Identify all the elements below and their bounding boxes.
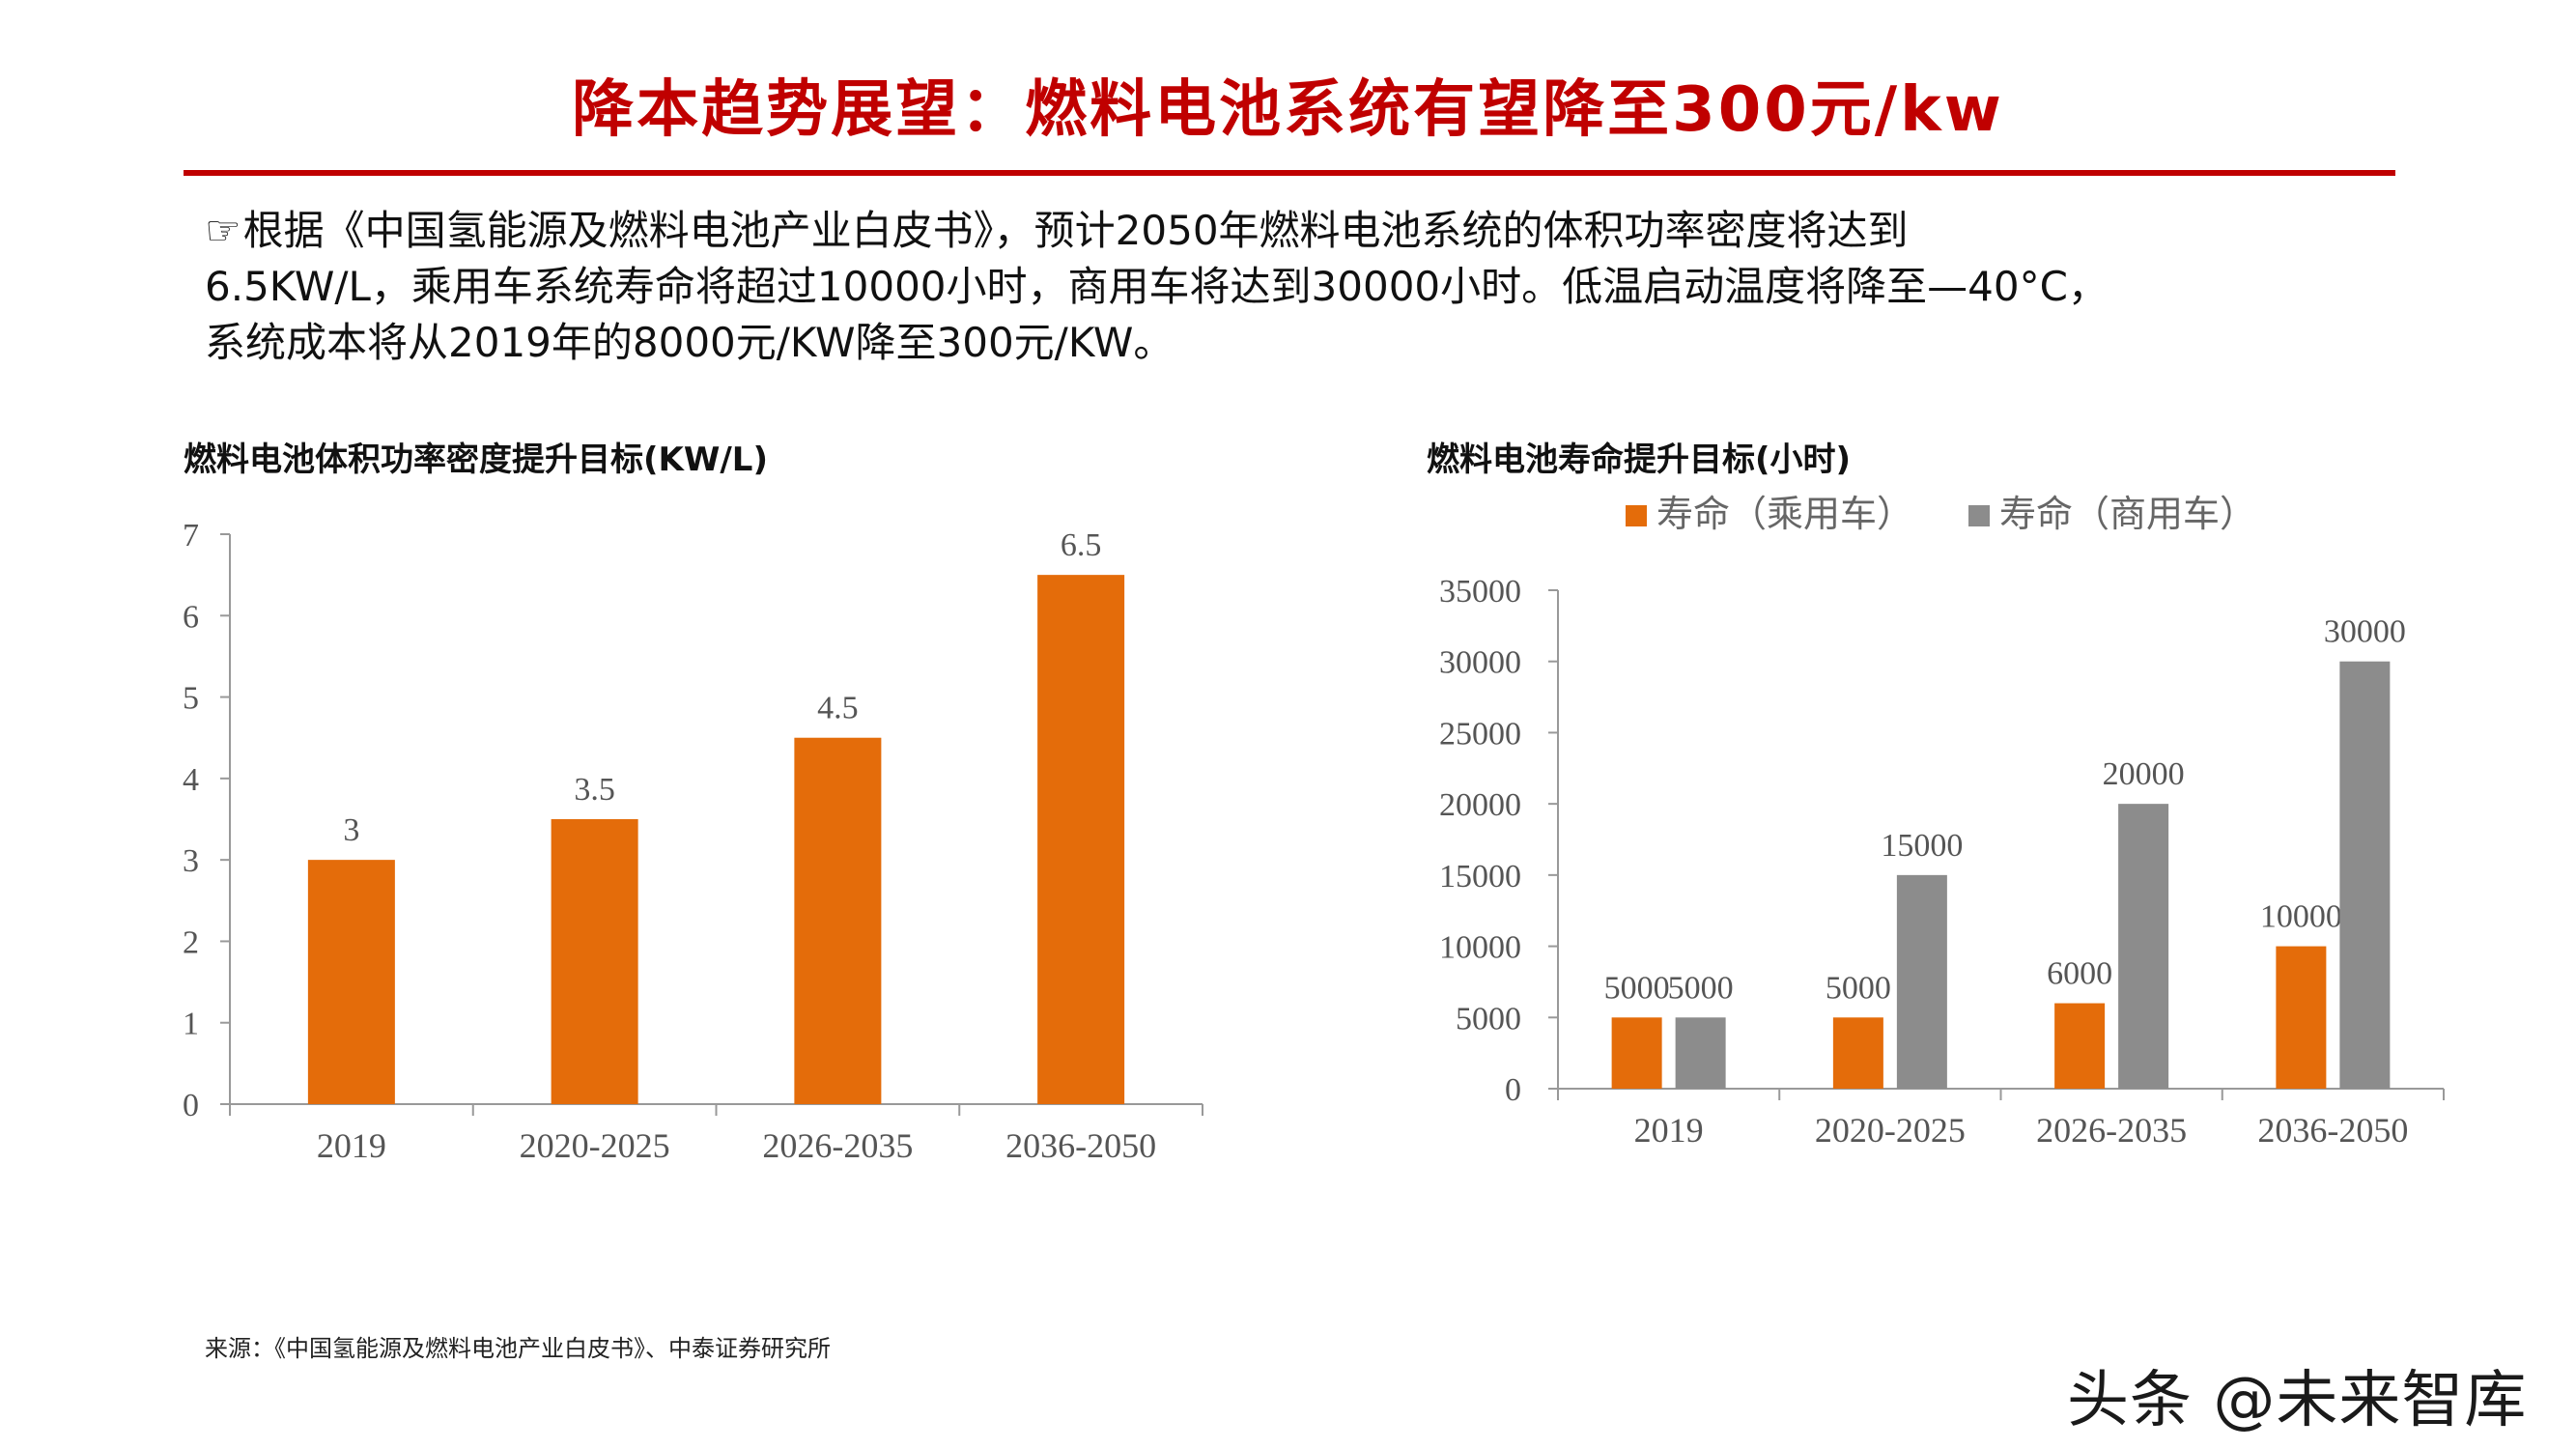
left-bar-value-label: 6.5 bbox=[1061, 527, 1102, 563]
right-y-tick-label: 20000 bbox=[1439, 787, 1521, 823]
right-bar-passenger bbox=[1832, 1017, 1883, 1089]
left-category-label: 2020-2025 bbox=[520, 1126, 670, 1165]
intro-line-3: 系统成本将从2019年的8000元/KW降至300元/KW。 bbox=[205, 319, 1175, 366]
left-y-tick-label: 3 bbox=[183, 843, 199, 879]
right-y-tick-label: 30000 bbox=[1439, 645, 1521, 681]
intro-line-1: ☞根据《中国氢能源及燃料电池产业白皮书》，预计2050年燃料电池系统的体积功率密… bbox=[205, 203, 2426, 259]
right-category-label: 2036-2050 bbox=[2257, 1111, 2408, 1150]
source-note: 来源：《中国氢能源及燃料电池产业白皮书》、中泰证券研究所 bbox=[205, 1335, 831, 1362]
right-bar-commercial-value-label: 15000 bbox=[1881, 828, 1963, 864]
left-bar bbox=[794, 737, 882, 1104]
left-y-tick-label: 0 bbox=[183, 1088, 199, 1123]
left-bar-value-label: 3 bbox=[343, 812, 359, 848]
right-category-label: 2020-2025 bbox=[1815, 1111, 1966, 1150]
right-y-tick-label: 25000 bbox=[1439, 716, 1521, 752]
legend-swatch-passenger bbox=[1626, 505, 1647, 526]
right-category-label: 2019 bbox=[1634, 1111, 1704, 1150]
right-bar-passenger-value-label: 5000 bbox=[1604, 970, 1670, 1006]
left-y-tick-label: 6 bbox=[183, 599, 199, 635]
left-bar-value-label: 3.5 bbox=[574, 772, 615, 808]
legend-label-passenger: 寿命（乘用车） bbox=[1656, 495, 1913, 535]
legend-swatch-commercial bbox=[1968, 505, 1990, 526]
right-y-tick-label: 35000 bbox=[1439, 574, 1521, 610]
right-y-tick-label: 5000 bbox=[1456, 1001, 1521, 1037]
right-bar-passenger-value-label: 5000 bbox=[1826, 970, 1891, 1006]
right-bar-passenger bbox=[2054, 1003, 2106, 1089]
right-bar-commercial-value-label: 5000 bbox=[1668, 970, 1734, 1006]
watermark: 头条 @未来智库 bbox=[2067, 1365, 2528, 1436]
right-bar-commercial bbox=[2118, 804, 2169, 1089]
right-bar-passenger bbox=[2276, 946, 2327, 1089]
left-category-label: 2026-2035 bbox=[762, 1126, 913, 1165]
right-bar-passenger-value-label: 10000 bbox=[2260, 899, 2342, 935]
left-y-tick-label: 7 bbox=[183, 518, 199, 554]
intro-line-2: 6.5KW/L，乘用车系统寿命将超过10000小时，商用车将达到30000小时。… bbox=[205, 263, 2109, 310]
legend-label-commercial: 寿命（商用车） bbox=[1999, 495, 2256, 535]
right-bar-commercial-value-label: 30000 bbox=[2324, 614, 2406, 650]
left-bar bbox=[551, 819, 638, 1104]
right-bar-commercial-value-label: 20000 bbox=[2103, 756, 2185, 792]
right-y-tick-label: 0 bbox=[1505, 1072, 1521, 1108]
right-bar-passenger bbox=[1611, 1017, 1662, 1089]
left-bar bbox=[307, 860, 395, 1104]
left-category-label: 2019 bbox=[317, 1126, 386, 1165]
left-bar-value-label: 4.5 bbox=[817, 691, 859, 726]
left-y-tick-label: 2 bbox=[183, 924, 199, 960]
right-chart-title: 燃料电池寿命提升目标(小时) bbox=[1427, 440, 1852, 479]
left-y-tick-label: 5 bbox=[183, 681, 199, 717]
left-category-label: 2036-2050 bbox=[1005, 1126, 1156, 1165]
right-y-tick-label: 15000 bbox=[1439, 859, 1521, 895]
intro-line-1-text: 根据《中国氢能源及燃料电池产业白皮书》，预计2050年燃料电池系统的体积功率密度… bbox=[242, 207, 1909, 254]
left-y-tick-label: 1 bbox=[183, 1007, 199, 1042]
intro-paragraph: ☞根据《中国氢能源及燃料电池产业白皮书》，预计2050年燃料电池系统的体积功率密… bbox=[205, 203, 2426, 371]
pointing-hand-icon: ☞ bbox=[205, 207, 241, 254]
left-chart-title: 燃料电池体积功率密度提升目标(KW/L) bbox=[184, 440, 769, 479]
page-title: 降本趋势展望：燃料电池系统有望降至300元/kw bbox=[572, 74, 2004, 146]
right-bar-commercial bbox=[2339, 661, 2391, 1089]
right-y-tick-label: 10000 bbox=[1439, 930, 1521, 966]
right-bar-commercial bbox=[1675, 1017, 1726, 1089]
right-bar-commercial bbox=[1896, 874, 1947, 1089]
title-divider bbox=[184, 170, 2395, 176]
left-bar bbox=[1037, 575, 1125, 1104]
right-category-label: 2026-2035 bbox=[2036, 1111, 2187, 1150]
right-bar-passenger-value-label: 6000 bbox=[2047, 956, 2112, 992]
left-y-tick-label: 4 bbox=[183, 762, 199, 798]
